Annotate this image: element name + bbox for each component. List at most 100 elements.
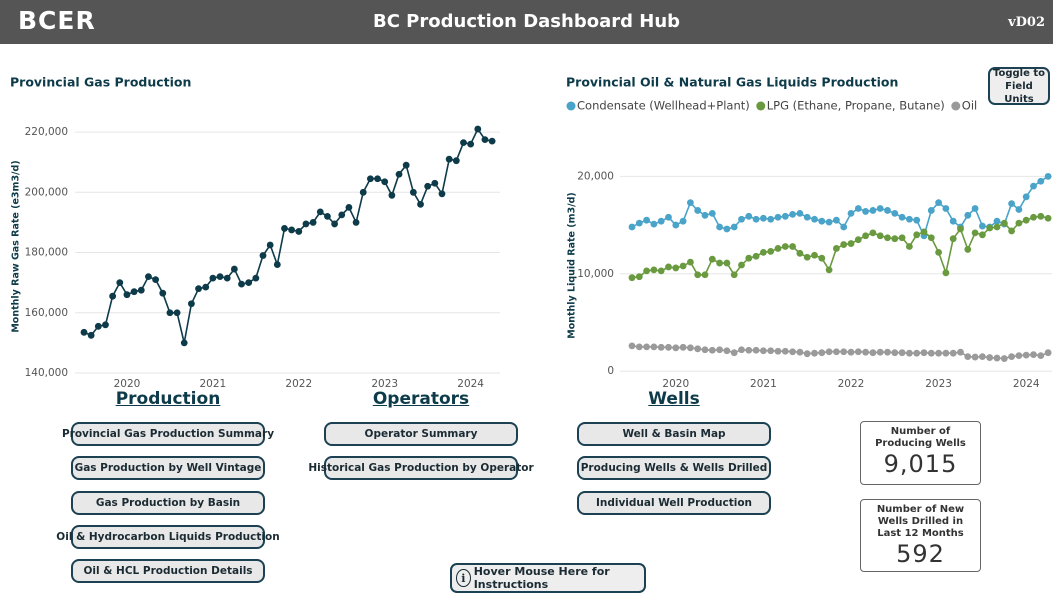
section-heading: Wells: [648, 389, 700, 409]
y-tick-label: 140,000: [25, 367, 68, 379]
info-icon: i: [456, 569, 471, 587]
data-point: [971, 229, 979, 237]
data-point: [367, 175, 374, 183]
data-point: [1030, 213, 1037, 221]
data-point: [388, 191, 396, 199]
data-point: [643, 216, 650, 224]
data-point: [833, 245, 840, 252]
data-point: [833, 216, 840, 224]
data-point: [687, 258, 694, 266]
x-tick-label: 2020: [114, 378, 141, 390]
data-point: [116, 279, 124, 287]
data-point: [687, 199, 694, 207]
charts: Provincial Gas Production Monthly Raw Gas…: [10, 75, 1052, 390]
data-point: [891, 349, 899, 357]
data-point: [657, 343, 665, 351]
data-point: [796, 348, 804, 356]
data-point: [1008, 353, 1015, 360]
data-point: [635, 219, 643, 227]
data-point: [209, 274, 217, 282]
data-point: [665, 213, 672, 221]
data-point: [281, 225, 288, 232]
data-point: [920, 349, 928, 357]
data-point: [738, 346, 745, 354]
legend-label: Condensate (Wellhead+Plant): [577, 99, 750, 113]
data-point: [927, 349, 935, 357]
data-point: [1037, 177, 1045, 185]
nav-button[interactable]: Operator Summary: [324, 422, 518, 446]
data-point: [767, 247, 775, 255]
data-point: [259, 252, 267, 259]
data-point: [789, 348, 796, 356]
data-point: [672, 344, 680, 352]
data-point: [818, 254, 826, 262]
data-point: [374, 175, 381, 183]
data-point: [920, 228, 928, 236]
data-point: [971, 205, 979, 212]
data-point: [1008, 200, 1015, 208]
data-point: [803, 213, 811, 221]
data-point: [818, 217, 826, 225]
data-point: [942, 349, 950, 357]
data-point: [1008, 227, 1015, 235]
data-point: [650, 220, 658, 228]
data-point: [417, 200, 424, 208]
y-tick-label: 0: [607, 365, 614, 377]
nav-button[interactable]: Individual Well Production: [577, 490, 771, 515]
kpi-label: Number of Producing Wells: [875, 426, 966, 449]
data-point: [331, 220, 338, 228]
y-axis-label: Monthly Raw Gas Rate (e3m3/d): [11, 160, 22, 332]
chart-title: Provincial Oil & Natural Gas Liquids Pro…: [566, 75, 898, 90]
data-point: [628, 274, 636, 282]
data-point: [481, 136, 489, 143]
data-point: [869, 229, 877, 237]
data-point: [352, 219, 360, 226]
data-point: [767, 215, 775, 223]
nav-button[interactable]: Oil & HCL Production Details: [71, 559, 265, 584]
data-point: [723, 347, 731, 355]
data-point: [986, 224, 994, 232]
data-point: [876, 232, 884, 240]
nav-button[interactable]: Provincial Gas Production Summary: [62, 422, 274, 446]
data-point: [345, 203, 353, 211]
data-point: [979, 353, 986, 360]
data-point: [716, 259, 723, 267]
data-point: [716, 223, 723, 231]
data-point: [159, 289, 167, 297]
data-point: [672, 264, 680, 272]
data-point: [438, 190, 446, 198]
data-point: [774, 213, 782, 221]
y-tick-label: 160,000: [25, 307, 68, 319]
data-point: [1037, 212, 1045, 220]
data-point: [730, 349, 738, 357]
data-point: [650, 266, 658, 274]
data-point: [949, 349, 957, 357]
legend-marker: [951, 101, 961, 111]
data-point: [180, 339, 188, 347]
data-point: [701, 271, 709, 279]
nav-button[interactable]: Gas Production by Well Vintage: [71, 456, 265, 481]
nav-button[interactable]: Oil & Hydrocarbon Liquids Production: [56, 524, 280, 549]
y-tick-label: 10,000: [577, 268, 614, 280]
data-point: [993, 217, 1001, 225]
data-point: [657, 217, 665, 225]
data-point: [80, 328, 88, 336]
toggle-button[interactable]: Toggle to Field Units: [988, 67, 1050, 105]
x-tick-label: 2021: [200, 378, 227, 390]
nav-button[interactable]: Gas Production by Basin: [71, 490, 265, 515]
data-point: [971, 353, 979, 361]
data-point: [628, 223, 636, 231]
data-point: [650, 343, 658, 351]
data-point: [825, 348, 833, 356]
data-point: [467, 140, 475, 148]
nav-button[interactable]: Historical Gas Production by Operator: [308, 456, 534, 481]
nav-button[interactable]: Producing Wells & Wells Drilled: [577, 456, 771, 481]
data-point: [825, 218, 833, 226]
data-point: [665, 263, 672, 271]
help-button[interactable]: i Hover Mouse Here for Instructions: [450, 563, 646, 593]
data-point: [811, 251, 818, 259]
data-point: [1015, 206, 1023, 213]
data-point: [869, 349, 877, 357]
section-heading: Operators: [372, 389, 470, 409]
nav-button[interactable]: Well & Basin Map: [577, 422, 771, 446]
